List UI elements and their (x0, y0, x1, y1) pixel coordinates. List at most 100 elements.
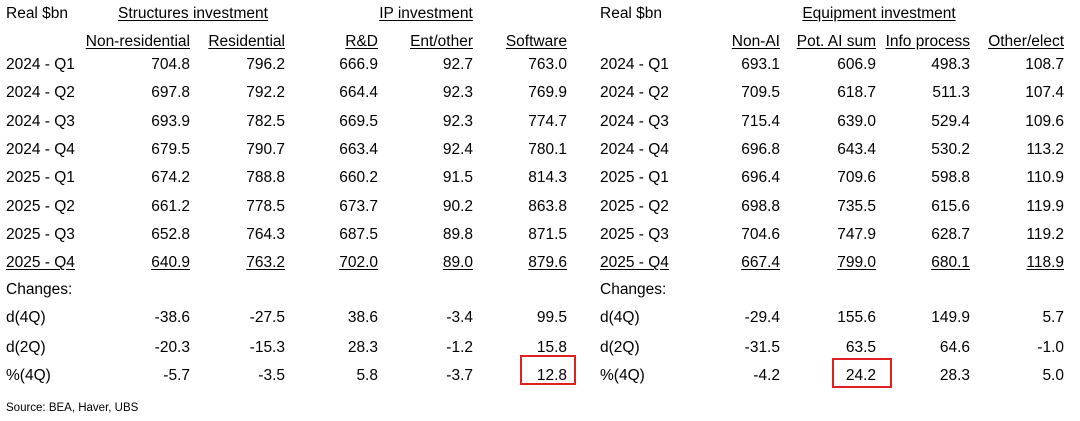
right-table-cell: 693.1 (741, 56, 780, 73)
left-table-change-cell: -38.6 (154, 308, 190, 326)
right-table-row-label: 2024 - Q1 (600, 56, 669, 73)
left-table-group-header: Structures investment (118, 5, 268, 22)
right-table-change-cell: 149.9 (931, 308, 970, 326)
left-table-change-cell: 5.8 (356, 367, 378, 385)
right-table-highlight-box (832, 358, 892, 388)
right-table-cell: 639.0 (837, 112, 876, 130)
left-table-cell: 780.1 (528, 140, 567, 158)
left-table-group-header: IP investment (379, 5, 473, 22)
right-table-row-label: 2025 - Q4 (600, 254, 669, 272)
right-table-column-header: Other/elect (988, 33, 1064, 50)
right-table-row-label: 2024 - Q3 (600, 112, 669, 130)
left-table-change-cell: 12.8 (536, 367, 567, 385)
right-table-cell: 643.4 (837, 140, 876, 158)
left-table-change-cell: 28.3 (347, 339, 378, 356)
right-table-cell: 108.7 (1025, 56, 1064, 73)
right-table-cell: 704.6 (741, 225, 780, 243)
left-table-cell: 782.5 (246, 112, 285, 130)
right-table-cell: 667.4 (741, 254, 780, 272)
left-table-change-cell: 38.6 (347, 308, 378, 326)
left-table-cell: 674.2 (151, 169, 190, 187)
right-table-cell: 696.8 (741, 140, 780, 158)
left-table-cell: 863.8 (528, 197, 567, 215)
left-table-cell: 879.6 (528, 254, 567, 272)
left-table-cell: 673.7 (339, 197, 378, 215)
left-table-row-label: 2024 - Q3 (6, 112, 75, 130)
left-table-cell: 661.2 (151, 197, 190, 215)
left-table-change-cell: -3.5 (258, 367, 285, 385)
right-table-group-header: Equipment investment (802, 5, 956, 22)
left-table-change-cell: -1.2 (446, 339, 473, 356)
right-table-change-cell: 24.2 (845, 367, 876, 385)
right-table-change-cell: -1.0 (1037, 339, 1064, 356)
left-table-cell: 769.9 (528, 84, 567, 102)
left-table-cell: 90.2 (442, 197, 473, 215)
left-table-cell: 92.3 (442, 112, 473, 130)
left-table-column-header: Residential (208, 33, 285, 50)
right-table-cell: 118.9 (1026, 254, 1064, 272)
left-table-change-cell: -3.7 (446, 367, 473, 385)
right-table-row-label: 2024 - Q2 (600, 84, 669, 102)
right-table-cell: 628.7 (931, 225, 970, 243)
left-table-cell: 697.8 (151, 84, 190, 102)
left-table-row-label: 2025 - Q4 (6, 254, 75, 272)
right-table-cell: 107.4 (1025, 84, 1064, 102)
right-table-change-cell: 63.5 (845, 339, 876, 356)
left-table-change-cell: -5.7 (163, 367, 190, 385)
right-table-changes-label: Changes: (600, 281, 667, 299)
right-table-cell: 119.2 (1026, 225, 1064, 243)
right-table-change-cell: 5.7 (1042, 308, 1064, 326)
right-table-row-label: 2025 - Q1 (600, 169, 669, 187)
left-table-cell: 679.5 (151, 140, 190, 158)
right-table-cell: 119.9 (1026, 197, 1064, 215)
left-table-cell: 763.0 (528, 56, 567, 73)
right-table-cell: 498.3 (931, 56, 970, 73)
right-table-cell: 109.6 (1025, 112, 1064, 130)
left-table-change-cell: 99.5 (536, 308, 567, 326)
left-table-cell: 814.3 (528, 169, 567, 187)
left-table-cell: 92.4 (442, 140, 473, 158)
left-table-cell: 669.5 (339, 112, 378, 130)
right-table-change-label: %(4Q) (600, 367, 645, 385)
right-table-change-cell: -29.4 (744, 308, 780, 326)
right-table-cell: 511.3 (932, 84, 970, 102)
right-table-cell: 530.2 (931, 140, 970, 158)
right-table-change-cell: -31.5 (744, 339, 780, 356)
right-table-cell: 709.5 (741, 84, 780, 102)
left-table-cell: 92.7 (442, 56, 473, 73)
right-table-cell: 747.9 (837, 225, 876, 243)
source-note: Source: BEA, Haver, UBS (6, 402, 139, 414)
left-table-change-label: %(4Q) (6, 367, 51, 385)
left-table-cell: 763.2 (246, 254, 285, 272)
right-table-cell: 709.6 (837, 169, 876, 187)
left-table-row-label: 2025 - Q3 (6, 225, 75, 243)
right-table-cell: 615.6 (931, 197, 970, 215)
right-table-row-label: 2025 - Q3 (600, 225, 669, 243)
right-table-cell: 618.7 (837, 84, 876, 102)
left-table-cell: 91.5 (442, 169, 473, 187)
right-table-cell: 598.8 (931, 169, 970, 187)
left-table-cell: 704.8 (151, 56, 190, 73)
left-table-cell: 89.8 (442, 225, 473, 243)
right-table-cell: 698.8 (741, 197, 780, 215)
left-table-cell: 640.9 (151, 254, 190, 272)
left-table-cell: 687.5 (339, 225, 378, 243)
left-table-highlight-box (520, 355, 576, 385)
right-table-cell: 529.4 (931, 112, 970, 130)
right-table-column-header: Info process (885, 33, 970, 50)
right-table-cell: 799.0 (837, 254, 876, 272)
right-table-change-cell: 64.6 (939, 339, 970, 356)
right-table-column-header: Non-AI (731, 33, 780, 50)
right-table-change-cell: 28.3 (939, 367, 970, 385)
left-table-cell: 664.4 (339, 84, 378, 102)
left-table-cell: 652.8 (151, 225, 190, 243)
right-table-column-header: Pot. AI sum (796, 33, 876, 50)
left-table-change-cell: 15.8 (536, 339, 567, 356)
right-table-change-cell: 155.6 (837, 308, 876, 326)
left-table-change-label: d(4Q) (6, 308, 46, 326)
left-table-row-label: 2024 - Q1 (6, 56, 75, 73)
right-table-change-label: d(4Q) (600, 308, 640, 326)
left-table-cell: 792.2 (246, 84, 285, 102)
left-table-column-header: Non-residential (85, 33, 190, 50)
left-table-cell: 774.7 (528, 112, 567, 130)
